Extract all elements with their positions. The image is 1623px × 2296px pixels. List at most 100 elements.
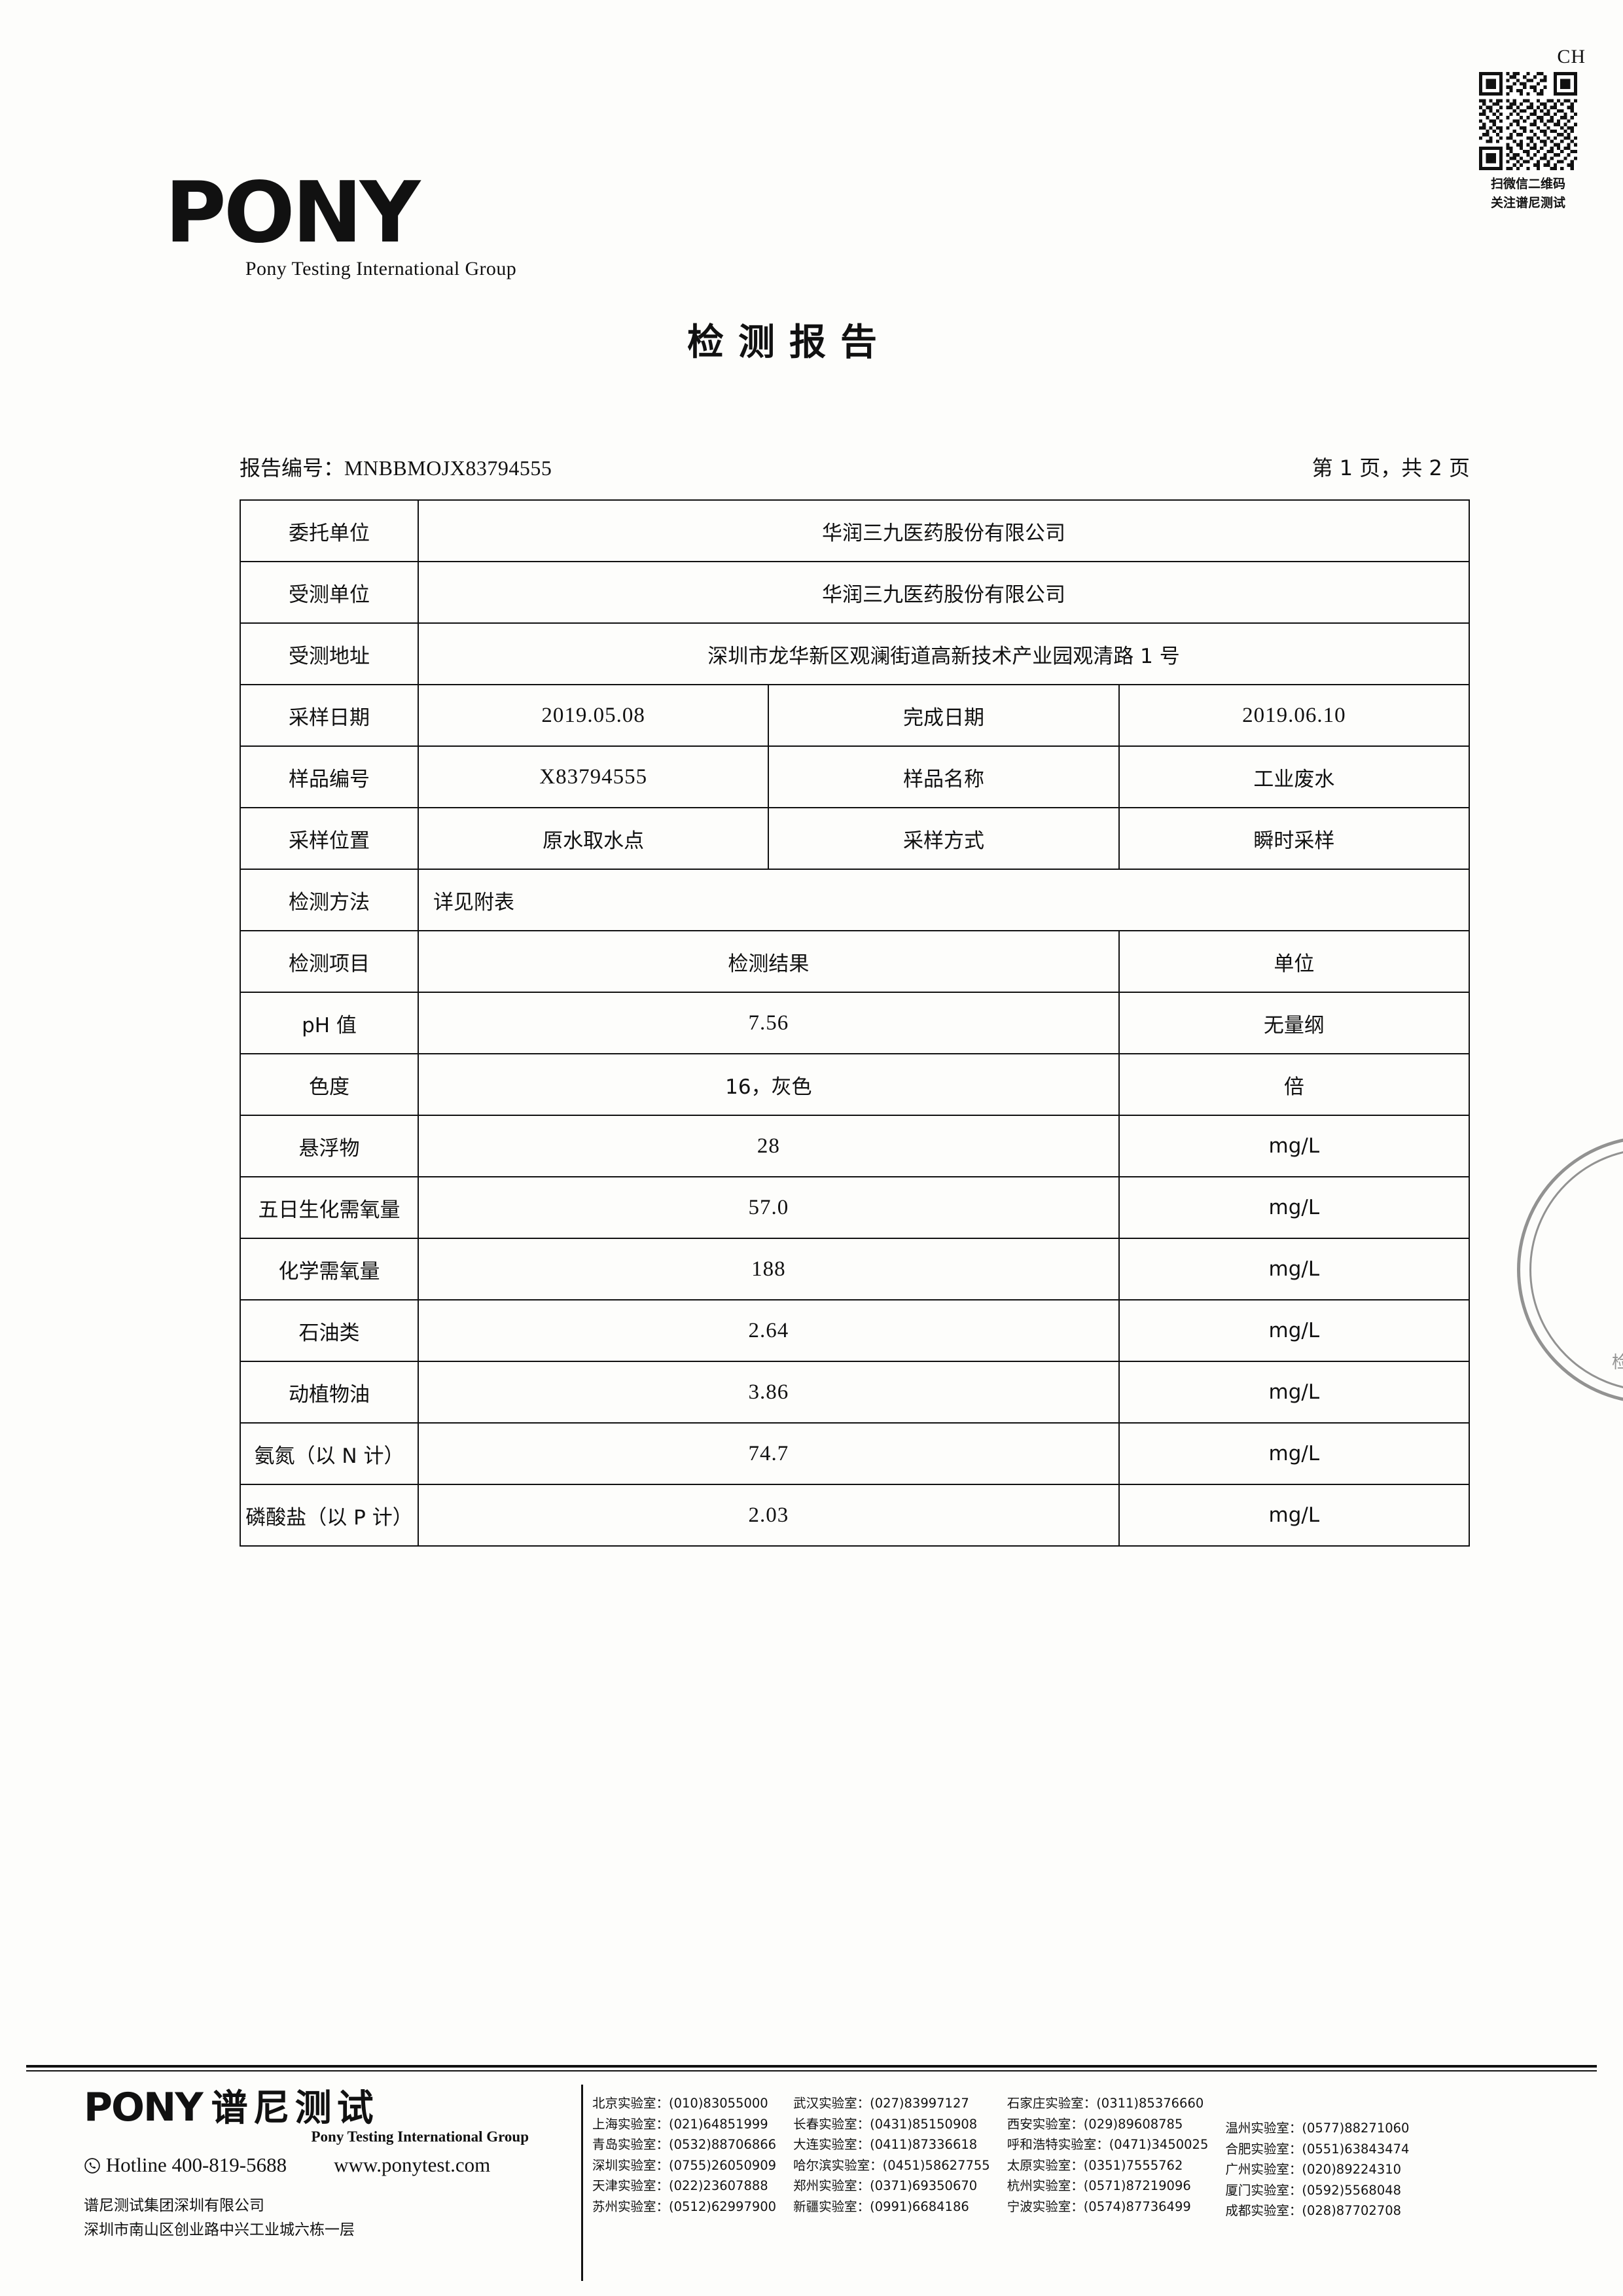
result-value: 188	[418, 1238, 1120, 1300]
table-row: 动植物油 3.86 mg/L	[240, 1361, 1471, 1424]
table-row: 化学需氧量 188 mg/L	[240, 1238, 1471, 1300]
result-unit: mg/L	[1118, 1484, 1471, 1547]
list-item: 青岛实验室：(0532)88706866	[592, 2137, 777, 2153]
result-unit: 无量纲	[1118, 992, 1471, 1054]
row-value: 2019.06.10	[1118, 684, 1471, 747]
list-item: 温州实验室：(0577)88271060	[1225, 2121, 1410, 2136]
row-value: 原水取水点	[417, 807, 770, 870]
lab-column: 温州实验室：(0577)88271060 合肥实验室：(0551)6384347…	[1225, 2093, 1409, 2221]
language-mark: CH	[1557, 46, 1586, 67]
row-value: 工业废水	[1118, 745, 1471, 808]
list-item: 成都实验室：(028)87702708	[1225, 2203, 1402, 2219]
result-item: 五日生化需氧量	[240, 1176, 419, 1239]
row-label: 采样方式	[768, 807, 1120, 870]
phone-icon	[84, 2158, 100, 2174]
result-value: 2.64	[418, 1299, 1120, 1362]
list-item: 天津实验室：(022)23607888	[592, 2178, 768, 2194]
list-item: 大连实验室：(0411)87336618	[793, 2137, 978, 2153]
list-item: 太原实验室：(0351)7555762	[1007, 2157, 1183, 2173]
list-item: 郑州实验室：(0371)69350670	[793, 2178, 978, 2194]
page-indicator: 第 1 页，共 2 页	[1311, 456, 1470, 480]
report-number-value: MNBBMOJX83794555	[344, 456, 552, 480]
footer-logo-text: PONY	[84, 2085, 204, 2130]
result-value: 74.7	[418, 1422, 1120, 1485]
result-value: 3.86	[418, 1361, 1120, 1424]
list-item: 杭州实验室：(0571)87219096	[1007, 2178, 1191, 2194]
hotline-text: Hotline 400-819-5688	[105, 2153, 287, 2176]
result-item: 石油类	[240, 1299, 419, 1362]
table-row: 样品编号 X83794555 样品名称 工业废水	[240, 745, 1471, 808]
pony-logo-subtitle: Pony Testing International Group	[245, 258, 517, 279]
footer-company-info: 谱尼测试集团深圳有限公司 深圳市南山区创业路中兴工业城六栋一层	[84, 2194, 581, 2242]
row-label: 采样日期	[240, 684, 419, 747]
list-item: 新疆实验室：(0991)6684186	[793, 2198, 969, 2214]
report-meta: 报告编号：MNBBMOJX83794555 第 1 页，共 2 页	[240, 452, 1470, 482]
company-name: 谱尼测试集团深圳有限公司	[84, 2197, 264, 2214]
table-row: 采样日期 2019.05.08 完成日期 2019.06.10	[240, 684, 1471, 747]
list-item: 上海实验室：(021)64851999	[592, 2116, 768, 2132]
list-item: 厦门实验室：(0592)5568048	[1225, 2182, 1402, 2198]
row-value: X83794555	[417, 745, 770, 808]
row-label: 受测地址	[240, 622, 419, 685]
lab-column: 北京实验室：(010)83055000 上海实验室：(021)64851999 …	[592, 2093, 776, 2221]
list-item: 呼和浩特实验室：(0471)3450025	[1007, 2137, 1209, 2153]
hotline-label: Hotline 400-819-5688	[84, 2153, 287, 2177]
column-header-item: 检测项目	[240, 930, 419, 993]
list-item: 石家庄实验室：(0311)85376660	[1007, 2096, 1204, 2111]
qr-caption-line1: 扫微信二维码	[1490, 177, 1565, 191]
footer-logo: PONY 谱尼测试	[84, 2088, 581, 2127]
result-unit: mg/L	[1118, 1361, 1471, 1424]
footer-contact-row: Hotline 400-819-5688 www.ponytest.com	[84, 2153, 581, 2177]
footer-vertical-divider	[581, 2085, 583, 2281]
seal-text-top: 深圳	[1520, 1168, 1623, 1192]
result-value: 57.0	[418, 1176, 1120, 1239]
column-header-unit: 单位	[1118, 930, 1471, 993]
result-unit: mg/L	[1118, 1176, 1471, 1239]
table-row: 石油类 2.64 mg/L	[240, 1299, 1471, 1362]
results-header-row: 检测项目 检测结果 单位	[240, 930, 1471, 993]
table-row: 受测地址 深圳市龙华新区观澜街道高新技术产业园观清路 1 号	[240, 622, 1470, 685]
footer-logo-cn: 谱尼测试	[211, 2087, 379, 2130]
pony-logo-text: PONY	[165, 164, 420, 262]
row-value: 深圳市龙华新区观澜街道高新技术产业园观清路 1 号	[418, 622, 1470, 685]
table-row: 检测方法 详见附表	[240, 869, 1470, 931]
table-row: 采样位置 原水取水点 采样方式 瞬时采样	[240, 807, 1471, 870]
row-value: 华润三九医药股份有限公司	[418, 499, 1470, 562]
seal-text-english: ESTI	[1520, 1202, 1623, 1224]
website-link[interactable]: www.ponytest.com	[334, 2153, 491, 2176]
result-value: 7.56	[418, 992, 1120, 1054]
row-label: 样品编号	[240, 745, 419, 808]
lab-column: 石家庄实验室：(0311)85376660 西安实验室：(029)8960878…	[1007, 2093, 1209, 2221]
row-value: 详见附表	[418, 869, 1470, 931]
lab-contact-list: 北京实验室：(010)83055000 上海实验室：(021)64851999 …	[592, 2093, 1409, 2221]
result-item: 悬浮物	[240, 1115, 419, 1177]
pony-logo: PONY Pony Testing International Group	[165, 171, 597, 280]
result-item: pH 值	[240, 992, 419, 1054]
result-item: 动植物油	[240, 1361, 419, 1424]
list-item: 苏州实验室：(0512)62997900	[592, 2198, 777, 2214]
list-item: 武汉实验室：(027)83997127	[793, 2096, 969, 2111]
report-table: 委托单位 华润三九医药股份有限公司 受测单位 华润三九医药股份有限公司 受测地址…	[240, 499, 1471, 1547]
row-label: 采样位置	[240, 807, 419, 870]
table-row: 悬浮物 28 mg/L	[240, 1115, 1471, 1177]
column-header-result: 检测结果	[418, 930, 1120, 993]
result-unit: mg/L	[1118, 1115, 1471, 1177]
seal-text-bottom: 检验检测	[1520, 1349, 1623, 1373]
row-label: 完成日期	[768, 684, 1120, 747]
result-item: 化学需氧量	[240, 1238, 419, 1300]
company-address: 深圳市南山区创业路中兴工业城六栋一层	[84, 2221, 355, 2238]
list-item: 哈尔滨实验室：(0451)58627755	[793, 2157, 990, 2173]
wechat-qr-block: CH	[1469, 46, 1587, 211]
result-unit: mg/L	[1118, 1238, 1471, 1300]
table-row: 色度 16，灰色 倍	[240, 1053, 1471, 1116]
footer-divider-top	[26, 2065, 1597, 2068]
table-row: 委托单位 华润三九医药股份有限公司	[240, 499, 1470, 562]
page-title: 检测报告	[687, 321, 891, 364]
list-item: 广州实验室：(020)89224310	[1225, 2162, 1402, 2178]
result-unit: 倍	[1118, 1053, 1471, 1116]
qr-code-icon	[1479, 72, 1577, 170]
table-row: 受测单位 华润三九医药股份有限公司	[240, 561, 1470, 624]
row-label: 委托单位	[240, 499, 419, 562]
list-item: 西安实验室：(029)89608785	[1007, 2116, 1183, 2132]
